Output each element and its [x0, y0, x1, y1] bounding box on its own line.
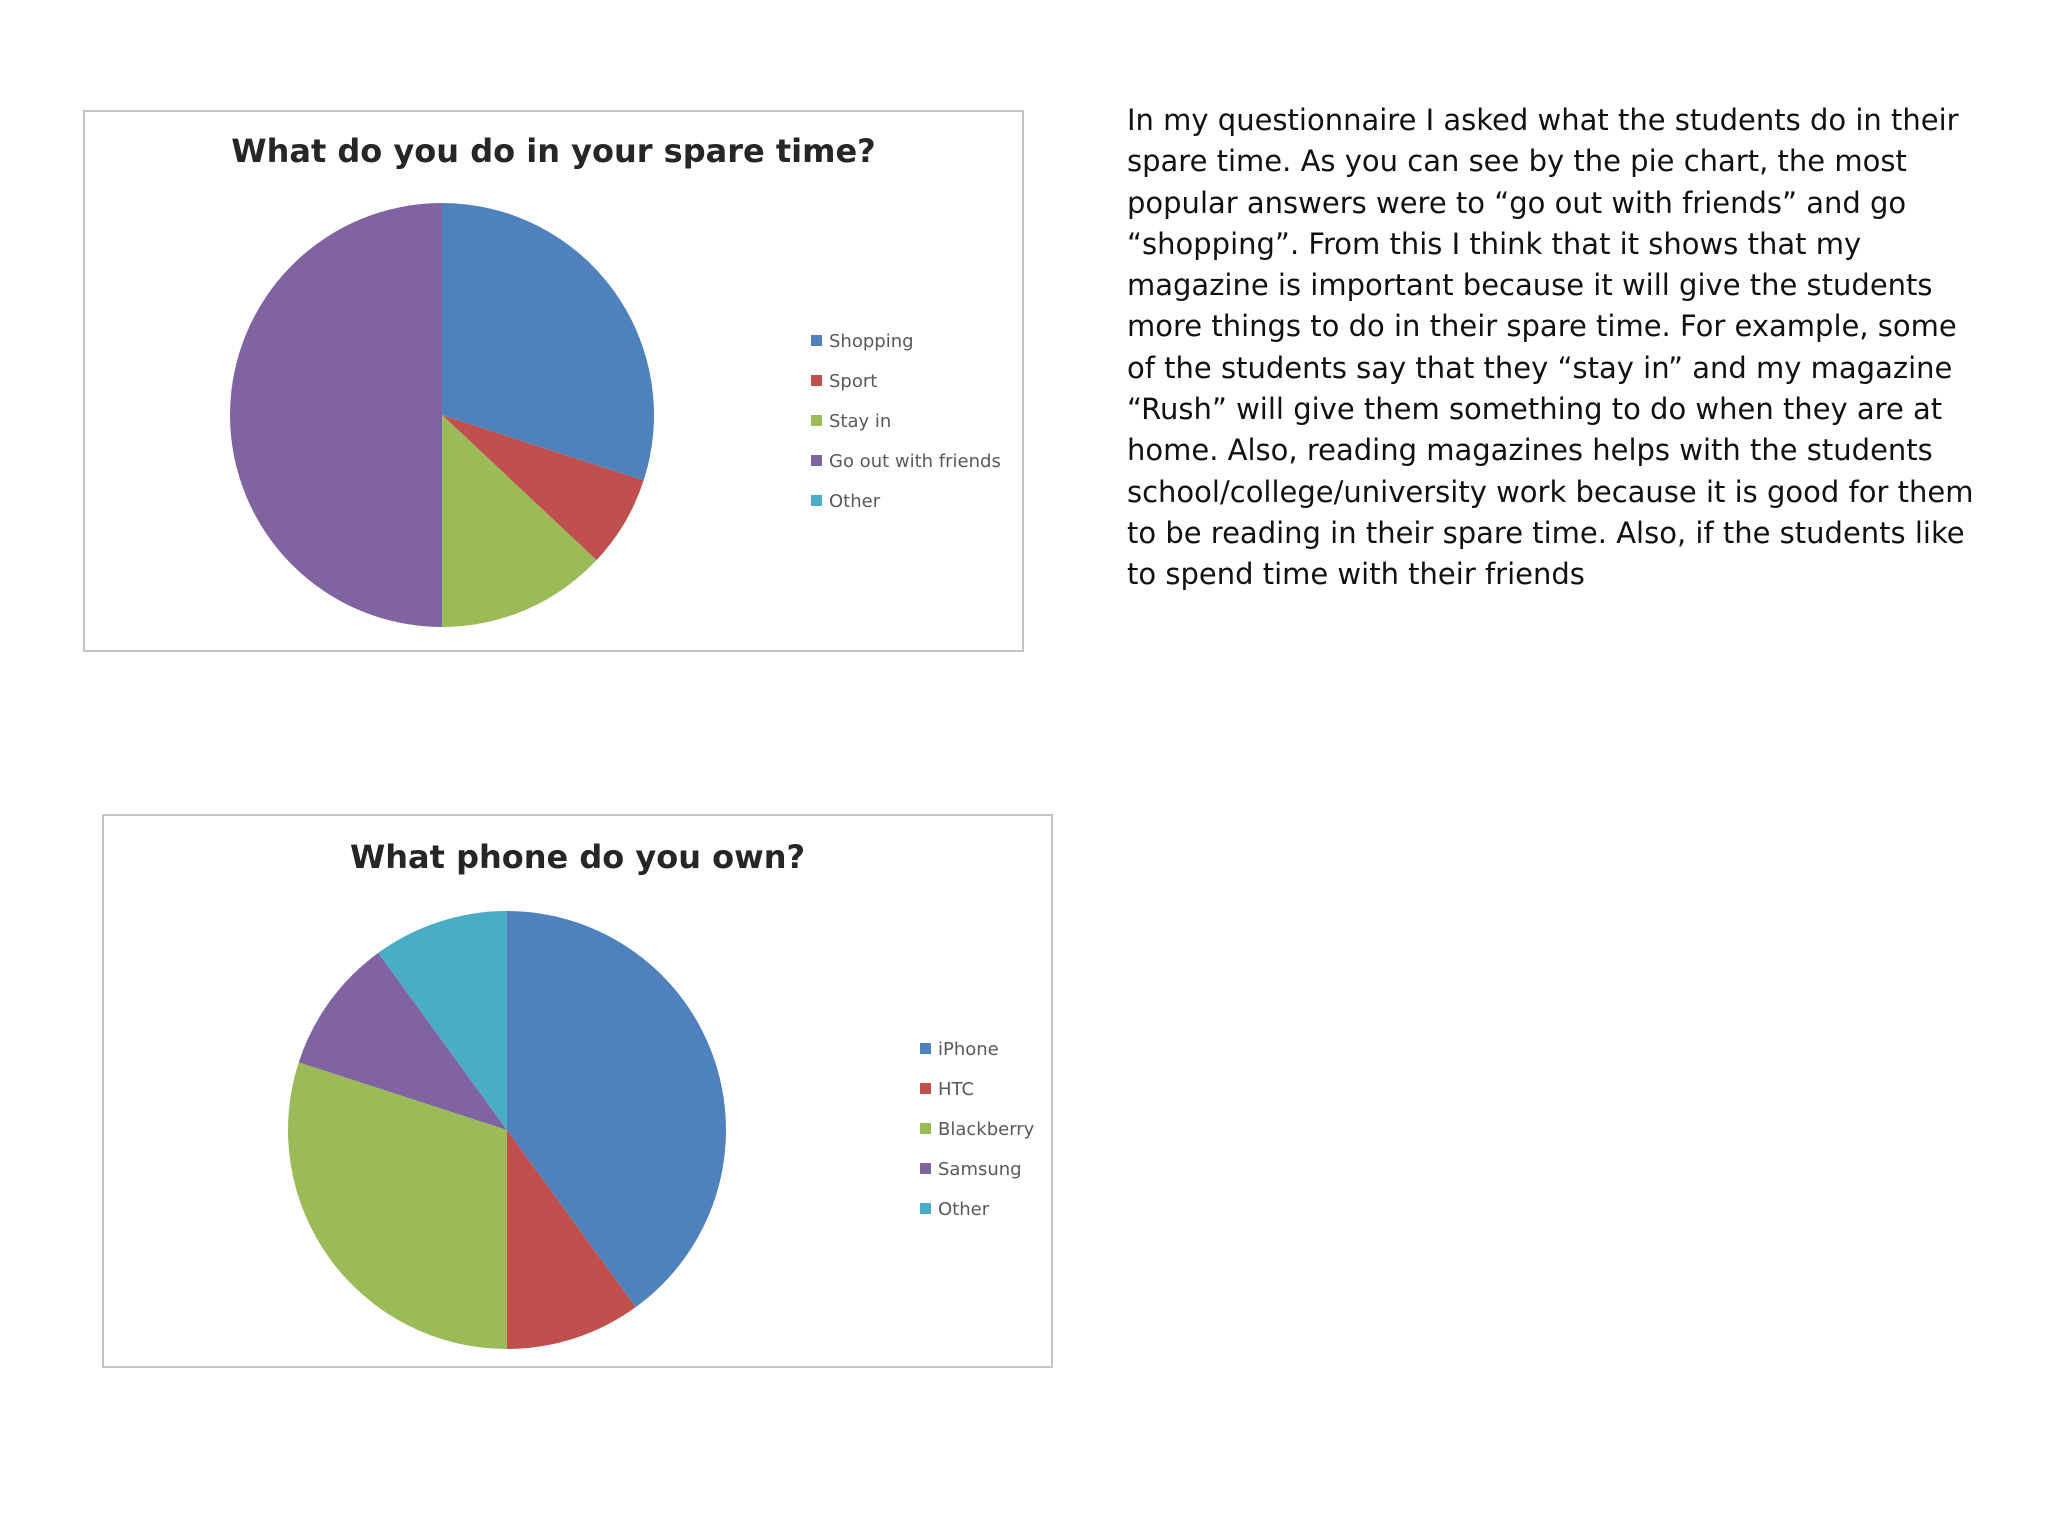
legend-label: Sport	[829, 371, 878, 392]
legend-entry-shopping: Shopping	[811, 322, 1001, 362]
spare-time-chart-title: What do you do in your spare time?	[231, 132, 876, 170]
pie-slice-samsung	[298, 952, 507, 1130]
legend-entry-other: Other	[811, 482, 1001, 522]
legend-swatch	[920, 1122, 931, 1134]
legend-swatch	[811, 374, 822, 386]
legend-swatch	[920, 1082, 931, 1094]
legend-swatch	[920, 1202, 931, 1214]
legend-entry-stay-in: Stay in	[811, 402, 1001, 442]
legend-label: Shopping	[829, 331, 914, 352]
legend-label: Other	[829, 491, 881, 512]
legend-entry-go-out-with-friends: Go out with friends	[811, 442, 1001, 482]
phone-chart: What phone do you own? iPhone HTC Blackb…	[102, 814, 1053, 1368]
legend-swatch	[811, 454, 822, 466]
legend-label: HTC	[938, 1079, 975, 1100]
spare-time-pie	[230, 203, 654, 627]
legend-entry-blackberry: Blackberry	[920, 1110, 1034, 1150]
legend-label: Stay in	[829, 411, 892, 432]
spare-time-legend: Shopping Sport Stay in Go out with frien…	[811, 322, 1001, 522]
pie-slice-shopping	[442, 203, 654, 481]
spare-time-chart: What do you do in your spare time? Shopp…	[83, 110, 1024, 652]
legend-label: Blackberry	[938, 1119, 1035, 1140]
legend-swatch	[811, 494, 822, 506]
legend-label: Go out with friends	[829, 451, 1001, 472]
phone-chart-title: What phone do you own?	[349, 838, 806, 876]
pie-slice-iphone	[507, 911, 726, 1308]
legend-entry-iphone: iPhone	[920, 1030, 1034, 1070]
pie-slice-other	[378, 911, 507, 1130]
legend-entry-samsung: Samsung	[920, 1150, 1034, 1190]
phone-legend: iPhone HTC Blackberry Samsung Other	[920, 1030, 1034, 1230]
legend-label: iPhone	[938, 1039, 999, 1060]
description-paragraph: In my questionnaire I asked what the stu…	[1127, 103, 1974, 592]
legend-label: Samsung	[938, 1159, 1022, 1180]
legend-swatch	[811, 334, 822, 346]
pie-slice-sport	[442, 415, 644, 561]
phone-pie	[287, 911, 726, 1349]
pie-slice-blackberry	[287, 1062, 507, 1349]
pie-slice-htc	[507, 1130, 636, 1349]
legend-swatch	[920, 1162, 931, 1174]
legend-entry-htc: HTC	[920, 1070, 1034, 1110]
pie-slice-stay-in	[442, 415, 597, 627]
legend-entry-sport: Sport	[811, 362, 1001, 402]
pie-slice-go-out-with-friends	[230, 203, 442, 627]
legend-entry-other: Other	[920, 1190, 1034, 1230]
legend-swatch	[811, 414, 822, 426]
legend-label: Other	[938, 1199, 990, 1220]
legend-swatch	[920, 1042, 931, 1054]
